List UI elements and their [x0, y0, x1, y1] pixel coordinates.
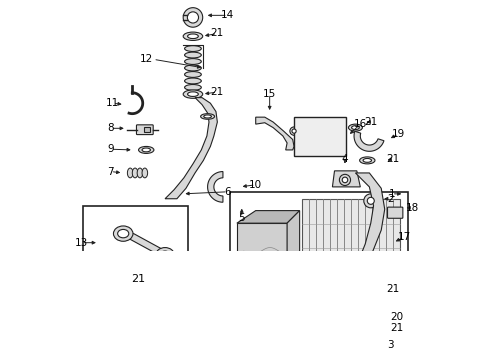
Text: 5: 5	[238, 212, 244, 222]
Bar	[293, 117, 346, 156]
Polygon shape	[120, 234, 172, 255]
Circle shape	[342, 177, 347, 183]
Polygon shape	[255, 117, 293, 150]
Ellipse shape	[142, 168, 147, 178]
Polygon shape	[207, 172, 223, 202]
Text: 16: 16	[353, 119, 366, 129]
Ellipse shape	[184, 65, 201, 71]
Ellipse shape	[184, 59, 201, 64]
Text: 17: 17	[397, 232, 410, 242]
Ellipse shape	[348, 124, 362, 131]
Text: 21: 21	[386, 154, 399, 164]
Text: 10: 10	[249, 180, 262, 190]
Text: 9: 9	[107, 144, 114, 154]
Ellipse shape	[118, 229, 128, 238]
Ellipse shape	[132, 168, 138, 178]
Text: 19: 19	[391, 129, 405, 139]
Text: 18: 18	[405, 203, 418, 213]
Ellipse shape	[351, 126, 359, 130]
Bar	[229, 192, 407, 352]
Text: 4: 4	[341, 154, 347, 164]
Ellipse shape	[187, 92, 198, 96]
Ellipse shape	[362, 158, 371, 162]
Polygon shape	[236, 211, 299, 223]
Circle shape	[339, 174, 350, 185]
Bar	[302, 199, 399, 347]
Ellipse shape	[352, 320, 360, 324]
Text: 2: 2	[386, 194, 393, 204]
Circle shape	[366, 197, 373, 204]
Circle shape	[363, 194, 377, 208]
Text: 21: 21	[131, 274, 145, 284]
Bar	[83, 206, 188, 289]
Ellipse shape	[156, 248, 174, 261]
Ellipse shape	[359, 157, 374, 164]
Ellipse shape	[348, 319, 364, 326]
Ellipse shape	[200, 114, 214, 119]
Ellipse shape	[138, 147, 154, 153]
Text: 21: 21	[210, 28, 224, 39]
Ellipse shape	[184, 46, 201, 51]
Ellipse shape	[113, 226, 133, 241]
Text: 20: 20	[390, 312, 403, 322]
FancyBboxPatch shape	[386, 207, 402, 218]
Text: 3: 3	[386, 340, 393, 350]
Ellipse shape	[160, 251, 170, 258]
Polygon shape	[286, 211, 299, 342]
Ellipse shape	[203, 115, 211, 118]
Text: 1: 1	[387, 189, 394, 199]
Text: 7: 7	[107, 167, 114, 176]
Text: 21: 21	[386, 284, 399, 294]
Ellipse shape	[184, 72, 201, 77]
Ellipse shape	[183, 32, 203, 40]
Text: 21: 21	[390, 323, 403, 333]
Text: 21: 21	[210, 87, 224, 97]
Ellipse shape	[343, 286, 358, 293]
Ellipse shape	[184, 52, 201, 58]
Polygon shape	[351, 297, 382, 317]
Circle shape	[366, 342, 373, 349]
FancyBboxPatch shape	[136, 125, 153, 135]
Text: 14: 14	[221, 10, 234, 21]
Polygon shape	[346, 173, 384, 287]
Polygon shape	[332, 171, 360, 187]
Ellipse shape	[184, 85, 201, 90]
Text: 15: 15	[263, 89, 276, 99]
Ellipse shape	[137, 168, 142, 178]
Text: 6: 6	[224, 187, 231, 197]
Circle shape	[363, 338, 377, 352]
Ellipse shape	[184, 78, 201, 84]
Circle shape	[289, 127, 298, 135]
Ellipse shape	[127, 168, 133, 178]
Bar	[144, 127, 149, 132]
Text: 11: 11	[106, 98, 119, 108]
Polygon shape	[353, 131, 383, 151]
Text: 8: 8	[107, 123, 114, 133]
Circle shape	[187, 12, 198, 23]
Text: 13: 13	[75, 238, 88, 248]
Polygon shape	[165, 98, 217, 199]
Ellipse shape	[346, 288, 355, 291]
Circle shape	[291, 129, 296, 133]
Ellipse shape	[183, 90, 203, 98]
Ellipse shape	[187, 34, 198, 39]
Polygon shape	[236, 223, 286, 342]
Text: 21: 21	[364, 117, 377, 127]
Text: 12: 12	[140, 54, 153, 64]
Circle shape	[183, 8, 203, 27]
Ellipse shape	[142, 148, 150, 152]
